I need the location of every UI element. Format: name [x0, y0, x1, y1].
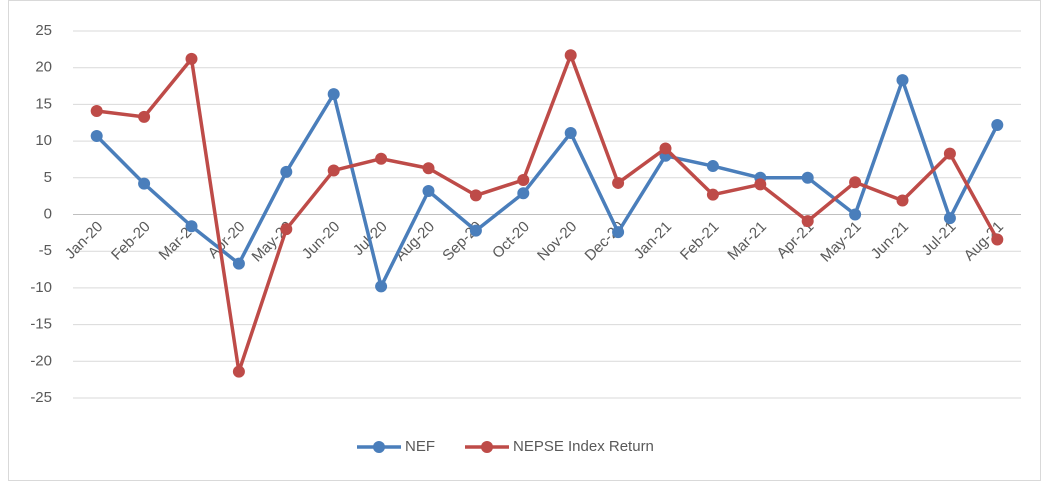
point — [564, 49, 577, 62]
point — [849, 208, 862, 221]
point — [943, 147, 956, 160]
point — [706, 188, 719, 201]
point — [469, 189, 482, 202]
y-tick-label: 20 — [35, 59, 52, 76]
legend-label: NEPSE Index Return — [513, 438, 654, 455]
y-tick-label: -5 — [39, 242, 52, 259]
point — [280, 165, 293, 178]
y-tick-label: -20 — [30, 352, 52, 369]
series-line — [95, 78, 999, 289]
y-tick-label: -25 — [30, 389, 52, 406]
point — [90, 105, 103, 118]
point — [422, 162, 435, 175]
chart-border — [8, 0, 1041, 481]
point — [849, 176, 862, 189]
point — [896, 74, 909, 87]
point — [185, 52, 198, 65]
point — [375, 152, 388, 165]
point — [612, 176, 625, 189]
legend-label: NEF — [405, 438, 435, 455]
point — [943, 212, 956, 225]
y-tick-label: 25 — [35, 22, 52, 39]
point — [185, 220, 198, 233]
series-line — [96, 53, 999, 374]
point — [232, 365, 245, 378]
point — [327, 164, 340, 177]
point — [138, 177, 151, 190]
point — [517, 187, 530, 200]
point — [232, 257, 245, 270]
y-tick-label: 0 — [44, 205, 52, 222]
point — [327, 88, 340, 101]
point — [612, 226, 625, 239]
legend-marker — [481, 441, 493, 453]
point — [564, 127, 577, 140]
point — [801, 171, 814, 184]
legend-marker — [373, 441, 385, 453]
point — [375, 280, 388, 293]
point — [896, 194, 909, 207]
point — [754, 178, 767, 191]
point — [422, 185, 435, 198]
point — [991, 118, 1004, 131]
point — [469, 224, 482, 237]
point — [517, 174, 530, 187]
point — [138, 110, 151, 123]
point — [90, 129, 103, 142]
y-tick-label: 5 — [44, 169, 52, 186]
point — [280, 223, 293, 236]
y-tick-label: 10 — [35, 132, 52, 149]
y-tick-label: -15 — [30, 316, 52, 333]
point — [659, 142, 672, 155]
point — [801, 215, 814, 228]
point — [706, 160, 719, 173]
point — [991, 233, 1004, 246]
y-tick-label: 15 — [35, 95, 52, 112]
y-tick-label: -10 — [30, 279, 52, 296]
